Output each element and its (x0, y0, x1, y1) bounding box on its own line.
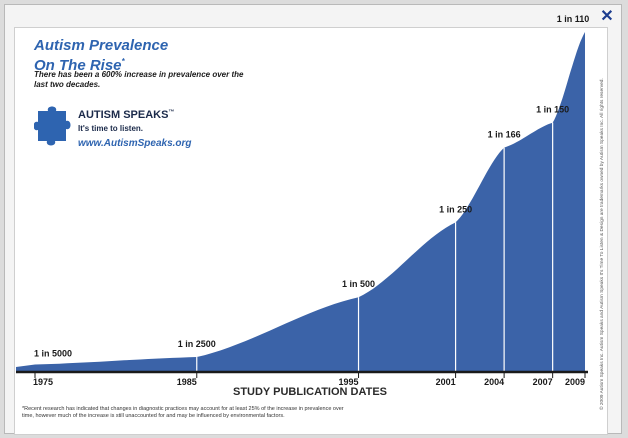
x-tick-label-1995: 1995 (339, 377, 359, 387)
x-tick-label-2004: 2004 (484, 377, 504, 387)
title-line-2: On The Rise* (34, 54, 234, 74)
brand-url[interactable]: www.AutismSpeaks.org (78, 138, 192, 149)
title-line-2-text: On The Rise (34, 57, 122, 74)
copyright-notice: © 2009 Autism Speaks Inc. Autism Speaks … (600, 78, 605, 410)
data-label-1995: 1 in 500 (342, 279, 375, 289)
title-line-1: Autism Prevalence (34, 37, 169, 54)
brand-trademark: ™ (168, 109, 175, 116)
x-tick-label-2007: 2007 (533, 377, 553, 387)
data-label-1975: 1 in 5000 (34, 349, 72, 359)
x-tick-label-2001: 2001 (436, 377, 456, 387)
x-axis-label: STUDY PUBLICATION DATES (233, 386, 387, 398)
puzzle-piece-icon (34, 106, 71, 146)
brand-name: AUTISM SPEAKS™ (78, 109, 174, 121)
x-tick-label-1985: 1985 (177, 377, 197, 387)
brand-name-text: AUTISM SPEAKS (78, 109, 169, 121)
data-label-2007: 1 in 150 (536, 105, 569, 115)
brand-tagline: It's time to listen. (78, 124, 144, 133)
data-label-2001: 1 in 250 (439, 204, 472, 214)
x-tick-label-2009: 2009 (565, 377, 585, 387)
x-tick-labels: 1975 1985 1995 2001 2004 2007 2009 (33, 372, 586, 387)
page-title: Autism Prevalence On The Rise* (34, 38, 234, 74)
data-markers: 1 in 5000 1 in 2500 1 in 500 1 in 250 1 in 1… (34, 14, 589, 372)
footnote: *Recent research has indicated that chan… (22, 406, 344, 419)
data-label-2004: 1 in 166 (488, 130, 521, 140)
data-label-2009: 1 in 110 (557, 14, 590, 24)
data-label-1985: 1 in 2500 (178, 339, 216, 349)
x-tick-label-1975: 1975 (33, 377, 53, 387)
prevalence-area (16, 32, 585, 372)
close-icon[interactable]: ✕ (600, 8, 614, 25)
title-footnote-mark: * (121, 57, 125, 66)
subtitle: There has been a 600% increase in preval… (34, 70, 244, 89)
